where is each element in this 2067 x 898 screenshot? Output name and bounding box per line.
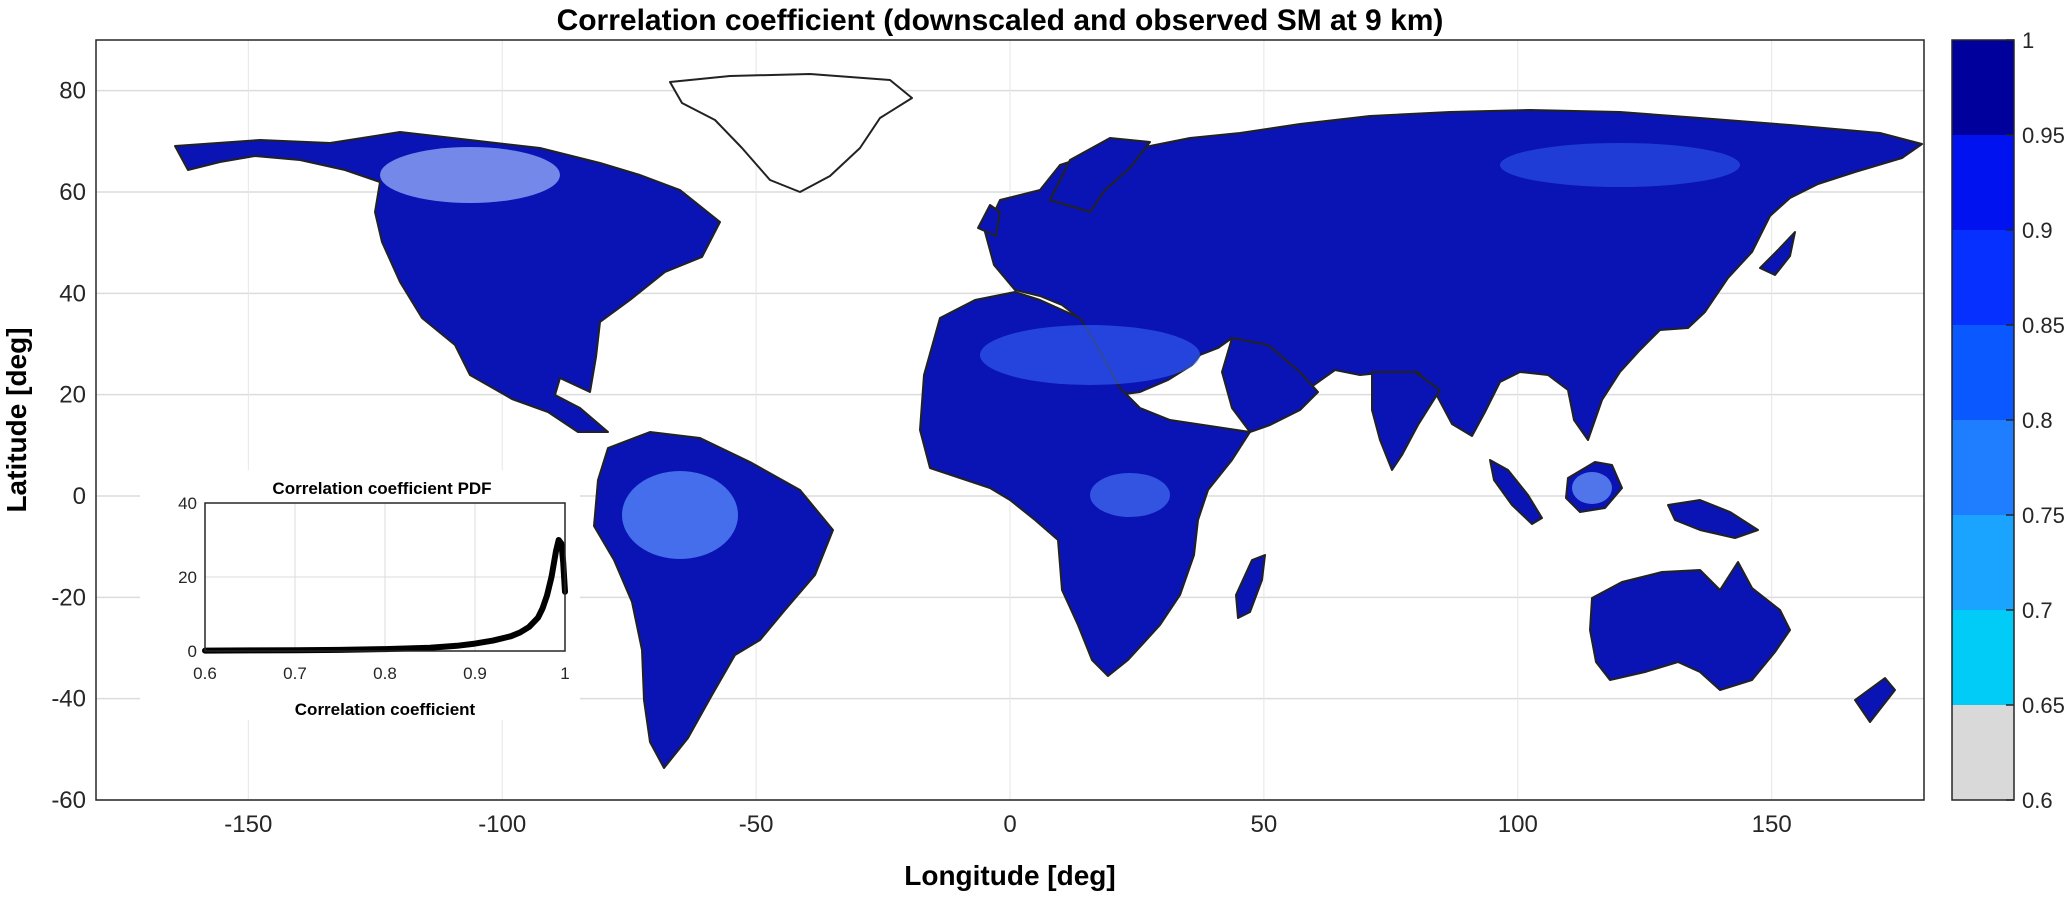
map-x-tick-label: 0 xyxy=(1003,811,1016,838)
inset-background xyxy=(140,470,580,720)
map-x-tick-label: -100 xyxy=(478,811,526,838)
land-north-america xyxy=(174,131,721,433)
colorbar-bin xyxy=(1952,420,2014,515)
map-y-tick-label: 0 xyxy=(73,483,86,510)
continents xyxy=(174,73,1923,769)
land-new-zealand xyxy=(1854,677,1896,723)
colorbar-bin xyxy=(1952,40,2014,135)
inset-x-tick-label: 0.7 xyxy=(283,664,307,683)
land-new-guinea xyxy=(1667,499,1759,539)
inset-y-tick-label: 40 xyxy=(178,494,197,513)
colorbar-tick-label: 0.6 xyxy=(2022,788,2053,813)
land-australia xyxy=(1589,561,1791,691)
inset-axes-frame xyxy=(204,502,566,652)
map-y-tick-label: -60 xyxy=(51,787,86,814)
inset-tick-labels: 0.6 0.7 0.8 0.9 1 0 20 40 xyxy=(178,494,570,683)
inset-y-tick-label: 0 xyxy=(188,642,197,661)
pdf-inset: Correlation coefficient PDF 0.6 0.7 0.8 0.9… xyxy=(140,470,580,720)
colorbar-bin xyxy=(1952,135,2014,230)
colorbar-tick-label: 0.85 xyxy=(2022,313,2065,338)
map-x-tick-label: 150 xyxy=(1752,811,1792,838)
inset-x-tick-label: 1 xyxy=(560,664,569,683)
colorbar-bin xyxy=(1952,610,2014,705)
map-x-tick-label: 100 xyxy=(1498,811,1538,838)
colorbar-tick-label: 0.8 xyxy=(2022,408,2053,433)
map-x-tick-label: 50 xyxy=(1251,811,1278,838)
inset-x-tick-label: 0.6 xyxy=(193,664,217,683)
colorbar: 0.6 0.65 0.7 0.75 0.8 0.85 0.9 0.95 1 xyxy=(1951,28,2065,813)
colorbar-bins xyxy=(1952,40,2014,800)
land-arabia xyxy=(1221,337,1319,433)
colorbar-bin xyxy=(1952,230,2014,325)
map-y-tick-label: -40 xyxy=(51,686,86,713)
inset-xlabel: Correlation coefficient xyxy=(295,700,476,719)
map-y-tick-label: -20 xyxy=(51,584,86,611)
patch-borneo xyxy=(1572,472,1612,504)
pdf-line xyxy=(202,537,568,654)
colorbar-tick-label: 1 xyxy=(2022,28,2034,53)
map-x-tick-label: -150 xyxy=(224,811,272,838)
inset-x-tick-label: 0.8 xyxy=(373,664,397,683)
inset-title: Correlation coefficient PDF xyxy=(272,479,491,498)
map-y-tick-label: 80 xyxy=(59,78,86,105)
map-title: Correlation coefficient (downscaled and … xyxy=(557,4,1444,37)
land-japan xyxy=(1759,231,1796,276)
land-sumatra xyxy=(1489,459,1543,525)
land-madagascar xyxy=(1235,554,1266,619)
patch-canada xyxy=(380,147,560,203)
colorbar-tick-label: 0.65 xyxy=(2022,693,2065,718)
patch-amazon xyxy=(622,471,738,559)
land-scandinavia xyxy=(1049,137,1151,213)
inset-y-tick-label: 20 xyxy=(178,568,197,587)
map-axes-frame xyxy=(95,39,1925,801)
land-india xyxy=(1371,371,1441,471)
colorbar-bin xyxy=(1952,515,2014,610)
map-y-tick-label: 60 xyxy=(59,179,86,206)
colorbar-bin xyxy=(1952,325,2014,420)
land-eurasia xyxy=(984,109,1923,441)
land-uk xyxy=(977,204,1001,237)
colorbar-tick-label: 0.9 xyxy=(2022,218,2053,243)
colorbar-bin xyxy=(1952,705,2014,800)
patch-siberia xyxy=(1500,143,1740,187)
colorbar-tick-label: 0.95 xyxy=(2022,123,2065,148)
map-x-tick-label: -50 xyxy=(739,811,774,838)
patch-sahara xyxy=(980,325,1200,385)
low-correlation-patches xyxy=(380,143,1740,559)
map-ylabel: Latitude [deg] xyxy=(1,327,32,512)
map-tick-labels: -60 -40 -20 0 20 40 60 80 -150 -100 -50 0 50 100 150 xyxy=(51,78,1791,838)
land-greenland xyxy=(669,73,913,193)
map-xlabel: Longitude [deg] xyxy=(904,860,1116,891)
colorbar-tick-labels: 0.6 0.65 0.7 0.75 0.8 0.85 0.9 0.95 1 xyxy=(2006,28,2065,813)
map-y-tick-label: 20 xyxy=(59,382,86,409)
colorbar-tick-label: 0.7 xyxy=(2022,598,2053,623)
inset-x-tick-label: 0.9 xyxy=(463,664,487,683)
patch-congo xyxy=(1090,473,1170,517)
map-y-tick-label: 40 xyxy=(59,280,86,307)
colorbar-tick-label: 0.75 xyxy=(2022,503,2065,528)
